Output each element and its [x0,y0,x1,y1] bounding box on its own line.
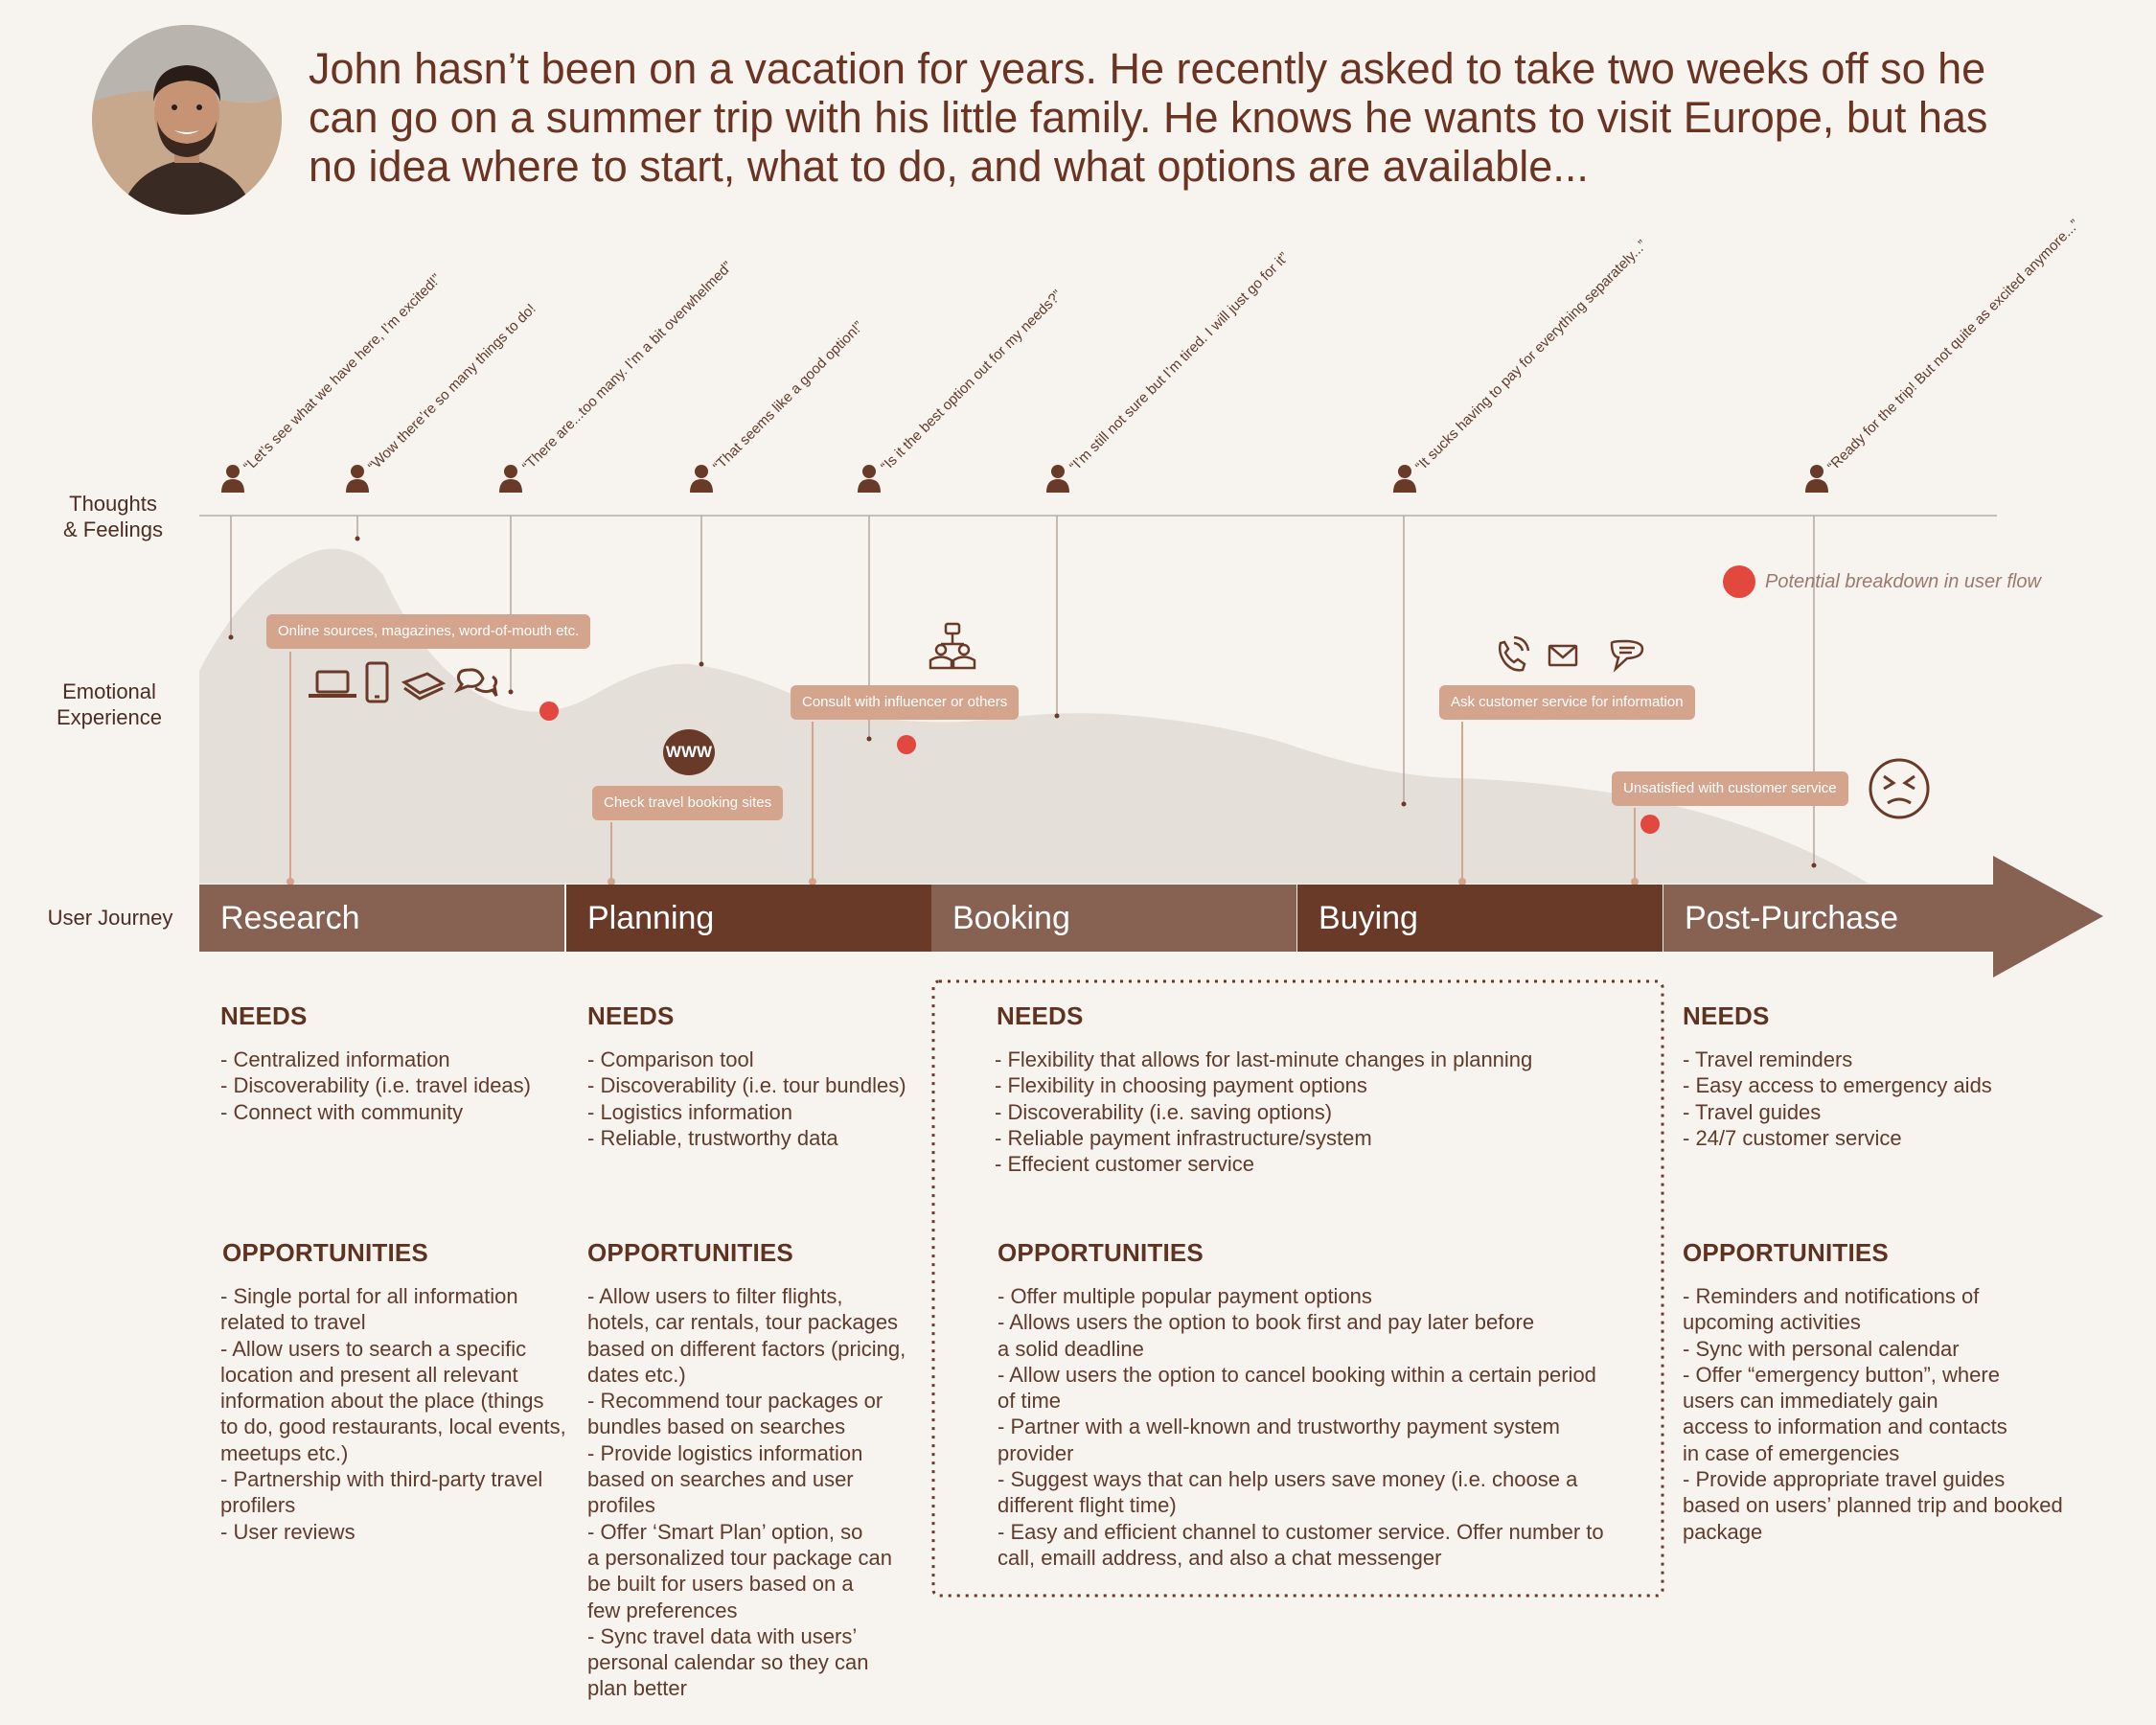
opportunities-list-research: - Single portal for all information rela… [220,1284,566,1544]
needs-title-post-purchase: NEEDS [1683,1001,1770,1030]
need-item: - Reliable, trustworthy data [587,1125,838,1150]
touchpoint-customer-service: Ask customer service for information [1439,685,1695,720]
need-item: - Centralized information [220,1047,450,1071]
needs-title-booking: NEEDS [997,1001,1084,1030]
legend-breakdown-label: Potential breakdown in user flow [1765,571,2041,592]
need-item: - Flexibility in choosing payment option… [995,1073,1367,1098]
need-item: - Reliable payment infrastructure/system [995,1125,1372,1150]
contact-icons [1498,635,1644,673]
need-item: - Flexibility that allows for last-minut… [995,1047,1533,1071]
needs-list-research: - Centralized information - Discoverabil… [220,1046,585,1125]
stage-bar-research [199,885,564,952]
booking-highlight-box [931,979,1664,1598]
person-icons [221,465,1828,493]
stage-planning: Planning [587,900,715,936]
touchpoint-booking-sites: Check travel booking sites [592,786,784,820]
opportunities-list-planning: - Allow users to filter flights, hotels,… [587,1284,906,1701]
need-item: - Discoverability (i.e. saving options) [995,1099,1333,1124]
stage-research: Research [220,900,360,936]
row-label-emotional: Emotional Experience [56,679,163,729]
journey-arrow-head [1993,856,2103,978]
opportunities-list-post-purchase: - Reminders and notifications of upcomin… [1683,1284,2063,1544]
www-icon: WWW [663,729,715,775]
legend-dot [1723,565,1755,598]
touchpoint-online-sources: Online sources, magazines, word-of-mouth… [266,614,591,649]
stage-bar-planning [566,885,931,952]
opportunities-title-post-purchase: OPPORTUNITIES [1683,1238,1889,1267]
row-label-thoughts: Thoughts & Feelings [63,492,163,541]
needs-title-research: NEEDS [220,1001,308,1030]
need-item: - Comparison tool [587,1047,754,1071]
breakdown-dot [897,735,916,754]
needs-list-booking: - Flexibility that allows for last-minut… [995,1046,1646,1177]
needs-title-planning: NEEDS [587,1001,675,1030]
opportunities-title-booking: OPPORTUNITIES [998,1238,1204,1267]
stage-bar-post-purchase [1663,885,1995,952]
devices-icons [309,661,498,703]
unsatisfied-face-icon [1869,758,1930,819]
need-item: - 24/7 customer service [1683,1125,1902,1150]
need-item: - Effecient customer service [995,1152,1255,1177]
need-item: - Logistics information [587,1099,792,1124]
need-item: - Discoverability (i.e. tour bundles) [587,1073,906,1098]
breakdown-dot [1640,815,1660,834]
need-item: - Easy access to emergency aids [1683,1073,1992,1098]
opportunities-list-booking: - Offer multiple popular payment options… [998,1284,1604,1570]
opportunities-title-planning: OPPORTUNITIES [587,1238,793,1267]
persona-scenario: John hasn’t been on a vacation for years… [309,44,1988,191]
stage-buying: Buying [1319,900,1418,936]
stage-post-purchase: Post-Purchase [1685,900,1898,936]
influencer-icon [929,622,976,670]
stage-bar-booking [931,885,1296,952]
touchpoint-influencer: Consult with influencer or others [791,685,1020,720]
touchpoint-unsatisfied: Unsatisfied with customer service [1612,771,1848,806]
opportunities-title-research: OPPORTUNITIES [222,1238,428,1267]
needs-list-planning: - Comparison tool - Discoverability (i.e… [587,1046,942,1151]
need-item: - Connect with community [220,1099,464,1124]
need-item: - Discoverability (i.e. travel ideas) [220,1073,531,1098]
stage-booking: Booking [952,900,1070,936]
stage-bar-buying [1297,885,1663,952]
need-item: - Travel guides [1683,1099,1822,1124]
row-label-journey: User Journey [47,906,173,930]
need-item: - Travel reminders [1683,1047,1853,1071]
needs-list-post-purchase: - Travel reminders - Easy access to emer… [1683,1046,2104,1151]
breakdown-dot [539,702,559,721]
